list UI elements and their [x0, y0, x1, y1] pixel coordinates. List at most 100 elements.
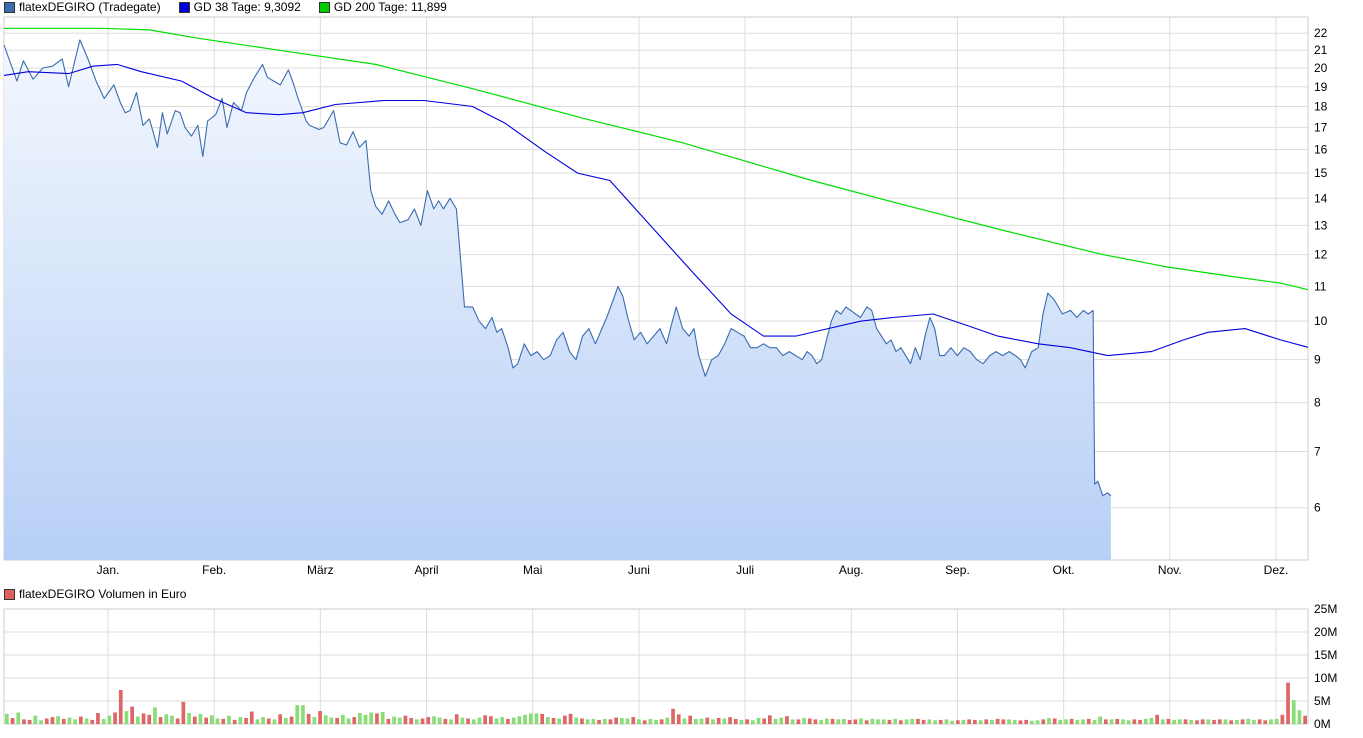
volume-bar: [733, 718, 738, 724]
volume-bar: [574, 717, 579, 724]
volume-bar: [460, 717, 465, 724]
volume-bar: [796, 719, 801, 724]
price-y-tick-label: 16: [1314, 143, 1328, 157]
volume-bar: [27, 719, 32, 724]
volume-bar: [597, 719, 601, 724]
volume-bar: [973, 719, 977, 724]
volume-bar: [358, 713, 362, 724]
volume-bar: [238, 717, 243, 724]
volume-bar: [637, 719, 641, 724]
volume-bar: [830, 718, 835, 724]
volume-bar: [73, 719, 77, 724]
volume-bar: [437, 717, 442, 724]
legend-swatch-volume: [4, 588, 15, 600]
legend-label-gd38: GD 38 Tage: 9,3092: [193, 0, 301, 14]
volume-bar: [284, 718, 288, 724]
month-label: Okt.: [1053, 563, 1075, 577]
volume-bar: [580, 718, 584, 724]
volume-bar: [409, 718, 413, 724]
volume-bar: [164, 714, 169, 724]
volume-bar: [864, 720, 869, 724]
volume-bar: [278, 714, 282, 724]
volume-bar: [847, 719, 852, 724]
legend-item-gd200: GD 200 Tage: 11,899: [318, 0, 447, 14]
month-label: Feb.: [202, 563, 226, 577]
volume-bar: [904, 719, 909, 724]
volume-bar: [1121, 719, 1125, 724]
volume-bar: [899, 720, 903, 724]
volume-chart: 0M 5M 10M 15M 20M 25M: [3, 602, 1337, 731]
price-y-tick-label: 15: [1314, 166, 1328, 180]
volume-bar: [762, 718, 766, 724]
volume-bar: [79, 716, 83, 724]
volume-bar: [352, 717, 357, 724]
price-y-tick-label: 8: [1314, 396, 1321, 410]
volume-bar: [625, 718, 630, 724]
legend-swatch-price: [4, 1, 15, 13]
volume-bar: [528, 713, 533, 724]
volume-bar: [16, 712, 21, 724]
volume-bar: [158, 717, 163, 724]
legend-item-volume: flatexDEGIRO Volumen in Euro: [4, 587, 186, 601]
volume-bar: [335, 718, 339, 724]
volume-bar: [870, 718, 875, 724]
volume-bar: [39, 720, 43, 724]
volume-bar: [1126, 720, 1131, 724]
volume-bar: [1109, 719, 1114, 724]
volume-bar: [266, 718, 271, 724]
volume-bar: [141, 713, 146, 724]
price-y-tick-label: 10: [1314, 314, 1328, 328]
volume-bar: [329, 717, 334, 724]
volume-bar: [61, 718, 66, 724]
month-label: Sep.: [945, 563, 970, 577]
volume-bar: [1274, 718, 1279, 724]
volume-bar: [551, 718, 556, 724]
volume-bar: [295, 705, 300, 724]
volume-bar: [1160, 719, 1165, 724]
volume-bar: [534, 713, 539, 724]
volume-bar: [1018, 720, 1023, 724]
volume-bar: [1269, 719, 1273, 724]
volume-bar: [1075, 719, 1080, 724]
volume-bar: [84, 718, 89, 724]
volume-bar: [426, 717, 431, 724]
volume-bar: [1098, 716, 1102, 724]
volume-bar: [511, 717, 516, 724]
volume-bar: [10, 718, 15, 724]
volume-bar: [819, 719, 823, 724]
volume-bar: [215, 718, 220, 724]
volume-bar: [608, 719, 613, 724]
volume-bar: [921, 719, 926, 724]
volume-bar: [397, 717, 402, 724]
price-y-tick-label: 18: [1314, 100, 1328, 114]
price-y-tick-label: 22: [1314, 26, 1328, 40]
volume-bar: [471, 719, 476, 724]
volume-bar: [210, 715, 214, 724]
volume-bar: [124, 711, 129, 724]
price-y-tick-label: 13: [1314, 218, 1328, 232]
volume-bar: [745, 719, 749, 724]
volume-bar: [688, 715, 692, 724]
volume-bar: [1183, 719, 1188, 724]
volume-bar: [836, 719, 841, 724]
volume-bar: [1217, 719, 1222, 724]
volume-bar: [665, 717, 670, 724]
volume-bar: [711, 719, 715, 724]
volume-bar: [876, 719, 880, 724]
volume-bar: [984, 719, 989, 724]
volume-bar: [881, 719, 886, 724]
volume-bar: [1297, 710, 1302, 724]
volume-bar: [244, 718, 248, 724]
volume-bar: [346, 718, 351, 724]
volume-bar: [153, 707, 157, 724]
volume-bar: [602, 718, 607, 724]
volume-bar: [893, 718, 897, 724]
volume-bar: [705, 717, 710, 724]
price-chart: 6 7 8 9 10 11 12 13 14 15 16 17 18 19 20 21 22 Jan. Feb. Mä…: [3, 16, 1328, 577]
volume-bar: [107, 715, 112, 724]
volume-bar: [546, 717, 550, 724]
volume-bar: [1172, 719, 1176, 724]
volume-bar: [933, 720, 937, 724]
volume-bar: [938, 719, 943, 724]
volume-bar: [432, 716, 436, 724]
